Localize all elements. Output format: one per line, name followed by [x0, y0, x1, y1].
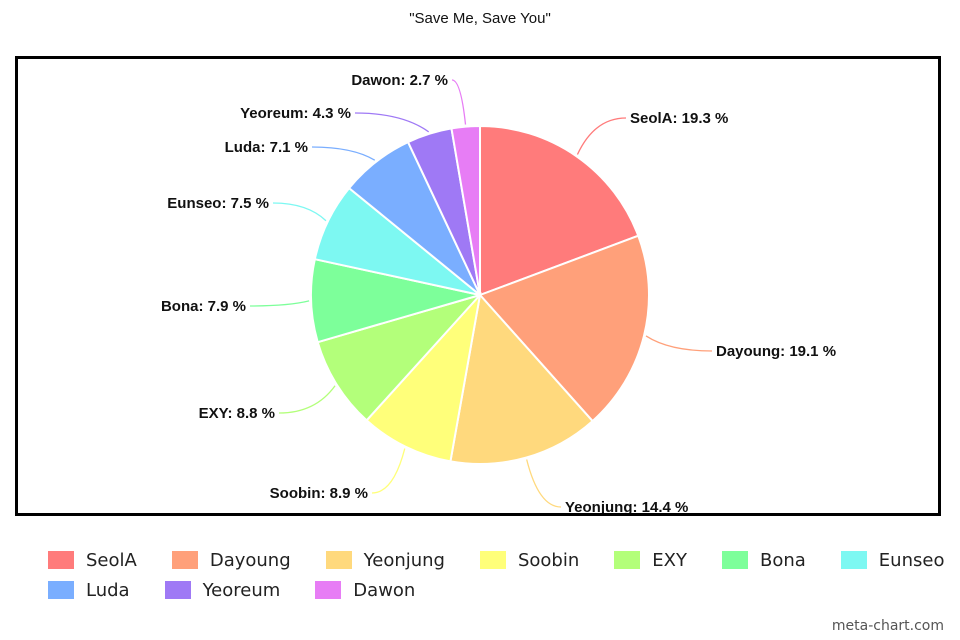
slice-label-dayoung: Dayoung: 19.1 %	[716, 343, 836, 360]
legend-item-yeoreum[interactable]: Yeoreum	[164, 579, 281, 601]
legend-swatch	[164, 581, 191, 599]
leader-line-eunseo	[272, 202, 327, 222]
slice-label-eunseo: Eunseo: 7.5 %	[167, 195, 269, 212]
pie-slice-soobin	[365, 291, 482, 463]
slice-label-bona: Bona: 7.9 %	[161, 298, 246, 315]
legend-swatch	[721, 551, 748, 569]
legend-row: SeolA Dayoung Yeonjung Soobin EXY Bona Eunseo	[48, 545, 944, 575]
legend-item-eunseo[interactable]: Eunseo	[840, 549, 945, 571]
legend: SeolA Dayoung Yeonjung Soobin EXY Bona Eunseo …	[48, 545, 944, 605]
leader-line-luda	[311, 146, 376, 161]
pie-slice-seola	[479, 124, 640, 297]
pie-slice-dayoung	[478, 234, 650, 423]
legend-swatch	[48, 551, 74, 569]
legend-label: Bona	[759, 549, 806, 571]
legend-label: Yeoreum	[202, 579, 281, 601]
slice-label-exy: EXY: 8.8 %	[199, 405, 275, 422]
leader-line-yeoreum	[354, 112, 430, 133]
pie-chart: SeolA: 19.3 % Dayoung: 19.1 % Yeonjung: 14…	[161, 72, 836, 513]
legend-swatch	[840, 551, 867, 569]
watermark: meta-chart.com	[831, 618, 944, 634]
legend-swatch	[171, 551, 198, 569]
legend-item-seola[interactable]: SeolA	[48, 550, 137, 571]
leader-line-dayoung	[645, 335, 713, 352]
legend-item-bona[interactable]: Bona	[721, 549, 806, 571]
slice-label-soobin: Soobin: 8.9 %	[270, 485, 368, 502]
legend-label: Dawon	[353, 579, 416, 601]
slice-label-dawon: Dawon: 2.7 %	[351, 72, 448, 89]
legend-swatch	[48, 581, 74, 599]
slice-label-yeoreum: Yeoreum: 4.3 %	[240, 105, 351, 122]
leader-line-bona	[249, 300, 310, 307]
leader-line-dawon	[451, 79, 467, 125]
slice-label-yeonjung: Yeonjung: 14.4 %	[565, 499, 688, 513]
legend-swatch	[614, 551, 641, 569]
legend-swatch	[315, 581, 342, 599]
legend-label: SeolA	[86, 549, 137, 571]
leader-line-yeonjung	[526, 459, 562, 508]
leader-line-soobin	[371, 448, 406, 494]
chart-frame: SeolA: 19.3 % Dayoung: 19.1 % Yeonjung: 14…	[15, 56, 941, 516]
chart-title: "Save Me, Save You"	[409, 10, 551, 27]
legend-label: Yeonjung	[363, 549, 445, 571]
legend-item-luda[interactable]: Luda	[48, 580, 130, 601]
legend-item-soobin[interactable]: Soobin	[479, 549, 580, 571]
legend-item-dawon[interactable]: Dawon	[315, 580, 415, 601]
leader-line-exy	[278, 385, 336, 414]
legend-label: Dayoung	[209, 549, 291, 571]
legend-label: Luda	[86, 579, 130, 601]
legend-swatch	[479, 551, 506, 569]
slice-label-seola: SeolA: 19.3 %	[630, 110, 728, 127]
legend-swatch	[325, 551, 352, 569]
legend-label: EXY	[652, 549, 687, 571]
leader-line-seola	[576, 117, 627, 155]
legend-item-yeonjung[interactable]: Yeonjung	[325, 549, 445, 571]
legend-item-dayoung[interactable]: Dayoung	[171, 549, 291, 571]
pie-slice-yeonjung	[449, 292, 594, 465]
legend-label: Soobin	[517, 549, 580, 571]
pie-slice-exy	[316, 293, 484, 422]
pie-slice-dawon	[450, 124, 481, 296]
legend-label: Eunseo	[878, 549, 945, 571]
slice-label-luda: Luda: 7.1 %	[225, 139, 308, 156]
legend-row: Luda Yeoreum Dawon	[48, 575, 928, 605]
legend-item-exy[interactable]: EXY	[614, 550, 687, 571]
